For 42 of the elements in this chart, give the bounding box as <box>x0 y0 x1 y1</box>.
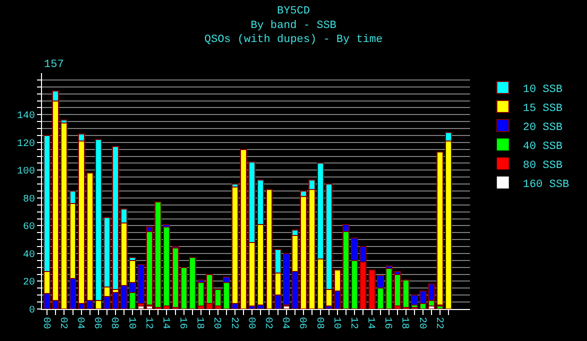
chart-subtitle: By band - SSB QSOs (with dupes) - By time <box>204 20 383 46</box>
x-tick-label: 06 <box>91 317 102 330</box>
x-tick-label: 18 <box>398 317 410 330</box>
y-tick-label: 100 <box>16 166 35 178</box>
x-tick-label: 00 <box>40 317 51 330</box>
x-tick-label: 12 <box>347 317 358 330</box>
y-tick-label: 80 <box>22 194 35 206</box>
x-tick-label: 18 <box>194 317 205 330</box>
legend-label: 40 SSB <box>522 140 563 153</box>
x-tick-label: 04 <box>279 317 290 330</box>
x-tick-label: 10 <box>125 317 136 330</box>
x-tick-label: 22 <box>432 317 444 330</box>
text: 157 <box>44 59 64 71</box>
legend-label: 80 SSB <box>522 160 563 172</box>
chart-title: BY5CD <box>276 6 310 18</box>
x-tick-label: 16 <box>176 317 188 330</box>
legend-label: 15 SSB <box>522 102 563 115</box>
x-tick-label: 06 <box>296 317 308 330</box>
x-tick-label: 14 <box>159 317 170 330</box>
x-tick-label: 22 <box>228 317 239 330</box>
y-tick-label: 60 <box>22 222 35 234</box>
x-tick-label: 04 <box>74 317 86 330</box>
x-tick-label: 02 <box>56 317 68 330</box>
x-tick-label: 10 <box>330 317 342 330</box>
y-tick-label: 120 <box>16 138 35 150</box>
x-tick-label: 00 <box>244 317 256 330</box>
x-tick-label: 16 <box>382 317 393 330</box>
x-tick-label: 12 <box>142 317 154 330</box>
x-tick-label: 08 <box>313 317 324 330</box>
x-tick-label: 08 <box>108 317 120 330</box>
legend-label: 20 SSB <box>522 122 563 134</box>
y-tick-label: 140 <box>16 111 35 122</box>
y-tick-label: 20 <box>22 278 35 289</box>
bar <box>266 189 273 309</box>
legend-label: 160 SSB <box>522 178 570 191</box>
legend-label: 10 SSB <box>522 84 563 96</box>
x-tick-label: 02 <box>262 317 273 330</box>
x-tick-label: 20 <box>210 317 222 330</box>
y-tick-label: 40 <box>22 250 35 261</box>
x-tick-label: 20 <box>416 317 427 330</box>
y-tick-label: 0 <box>28 306 35 316</box>
x-tick-label: 14 <box>364 317 376 330</box>
